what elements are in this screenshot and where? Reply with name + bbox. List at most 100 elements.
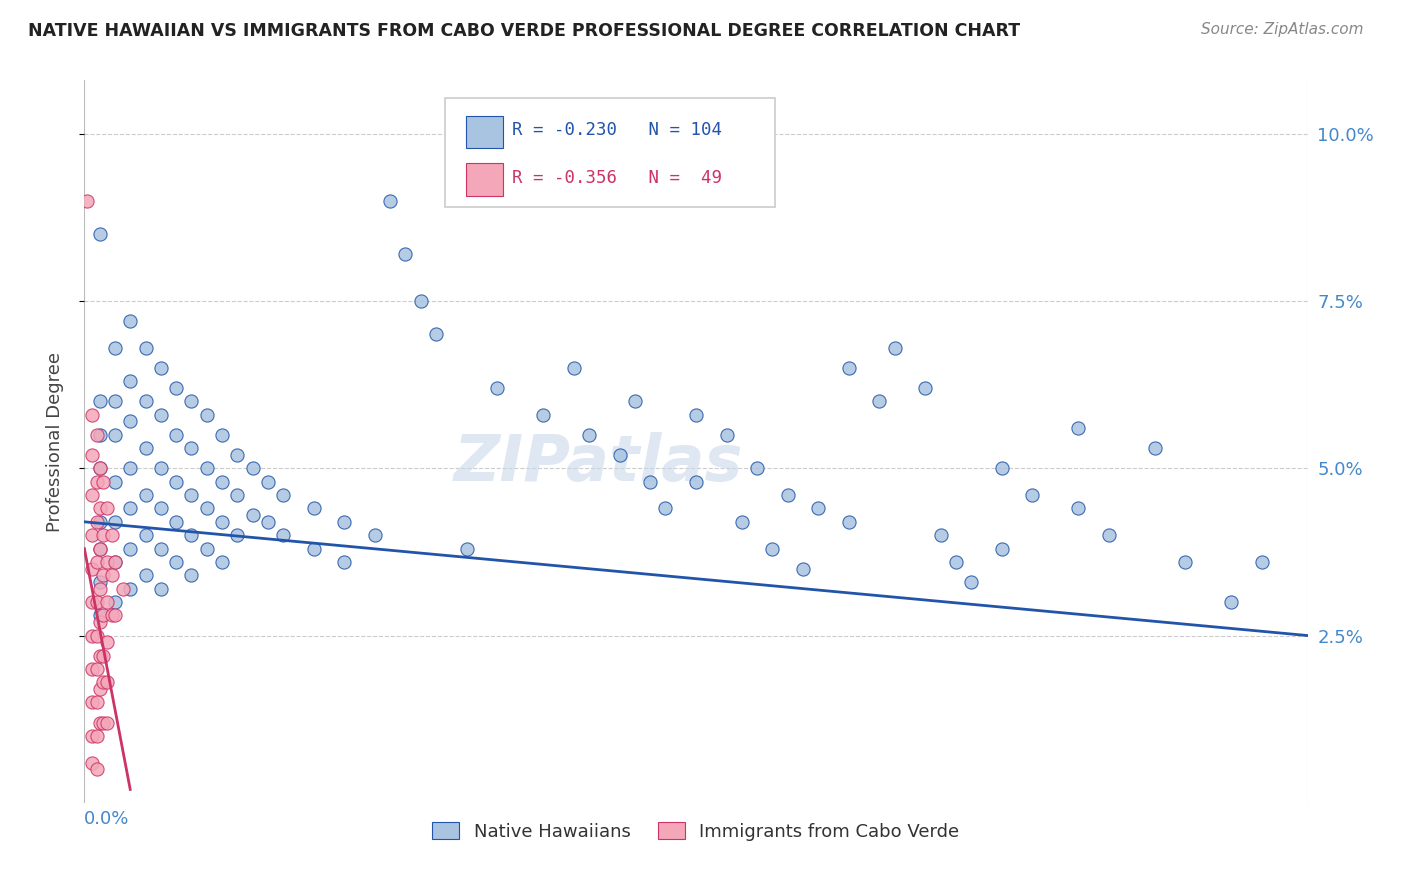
Point [792,562,814,576]
Point [654,501,676,516]
Point [96,635,118,649]
Text: ZIPatlas: ZIPatlas [453,433,742,494]
Point [333,555,356,569]
Point [302,501,325,516]
Point [226,488,249,502]
Point [257,515,280,529]
Point [135,341,157,355]
Point [195,408,218,422]
Point [149,461,172,475]
Point [104,555,127,569]
Point [104,475,127,489]
Point [1143,441,1166,455]
Point [101,528,124,542]
Point [960,574,983,589]
Point [80,595,103,609]
Point [211,515,233,529]
Point [929,528,952,542]
Point [80,448,103,462]
Point [91,648,114,663]
Text: Source: ZipAtlas.com: Source: ZipAtlas.com [1201,22,1364,37]
Point [562,360,585,375]
Point [226,528,249,542]
Point [96,595,118,609]
Point [86,628,108,642]
Point [425,327,447,342]
Point [149,408,172,422]
Point [101,568,124,582]
Point [120,501,142,516]
Point [195,501,218,516]
Point [180,528,202,542]
Point [91,475,114,489]
Point [89,394,111,409]
Point [89,501,111,516]
Point [86,595,108,609]
Point [86,729,108,743]
Point [89,541,111,556]
Point [86,662,108,676]
Point [165,515,187,529]
Point [1067,501,1090,516]
Point [991,461,1014,475]
Point [120,582,142,596]
Point [776,488,799,502]
Point [149,360,172,375]
Point [80,696,103,710]
Point [486,381,509,395]
Point [86,555,108,569]
Point [364,528,387,542]
Point [76,194,98,208]
Point [180,441,202,455]
Point [89,227,111,241]
Point [226,448,249,462]
Point [86,475,108,489]
Point [96,501,118,516]
Point [135,568,157,582]
Point [624,394,647,409]
Point [165,427,187,442]
Point [731,515,754,529]
Text: NATIVE HAWAIIAN VS IMMIGRANTS FROM CABO VERDE PROFESSIONAL DEGREE CORRELATION CH: NATIVE HAWAIIAN VS IMMIGRANTS FROM CABO … [28,22,1021,40]
Point [91,608,114,623]
Point [578,427,600,442]
Text: 0.0%: 0.0% [84,810,129,828]
Point [211,475,233,489]
Point [195,461,218,475]
Point [333,515,356,529]
Point [120,541,142,556]
Point [135,394,157,409]
Point [135,441,157,455]
Point [165,381,187,395]
Point [86,696,108,710]
Point [394,247,416,261]
Point [180,488,202,502]
Point [685,475,707,489]
Point [638,475,661,489]
Point [807,501,830,516]
Point [80,528,103,542]
Legend: Native Hawaiians, Immigrants from Cabo Verde: Native Hawaiians, Immigrants from Cabo V… [425,815,967,848]
FancyBboxPatch shape [446,98,776,207]
Point [716,427,738,442]
Point [180,394,202,409]
Point [1174,555,1197,569]
Point [914,381,936,395]
Point [1098,528,1121,542]
Point [91,568,114,582]
Point [242,508,264,523]
Point [180,568,202,582]
Point [120,314,142,328]
Point [89,582,111,596]
Point [135,488,157,502]
Point [609,448,631,462]
Point [380,194,402,208]
Point [838,515,860,529]
Point [91,528,114,542]
Point [89,461,111,475]
Y-axis label: Professional Degree: Professional Degree [45,351,63,532]
Point [531,408,554,422]
Point [838,360,860,375]
Point [1021,488,1043,502]
Point [104,555,127,569]
